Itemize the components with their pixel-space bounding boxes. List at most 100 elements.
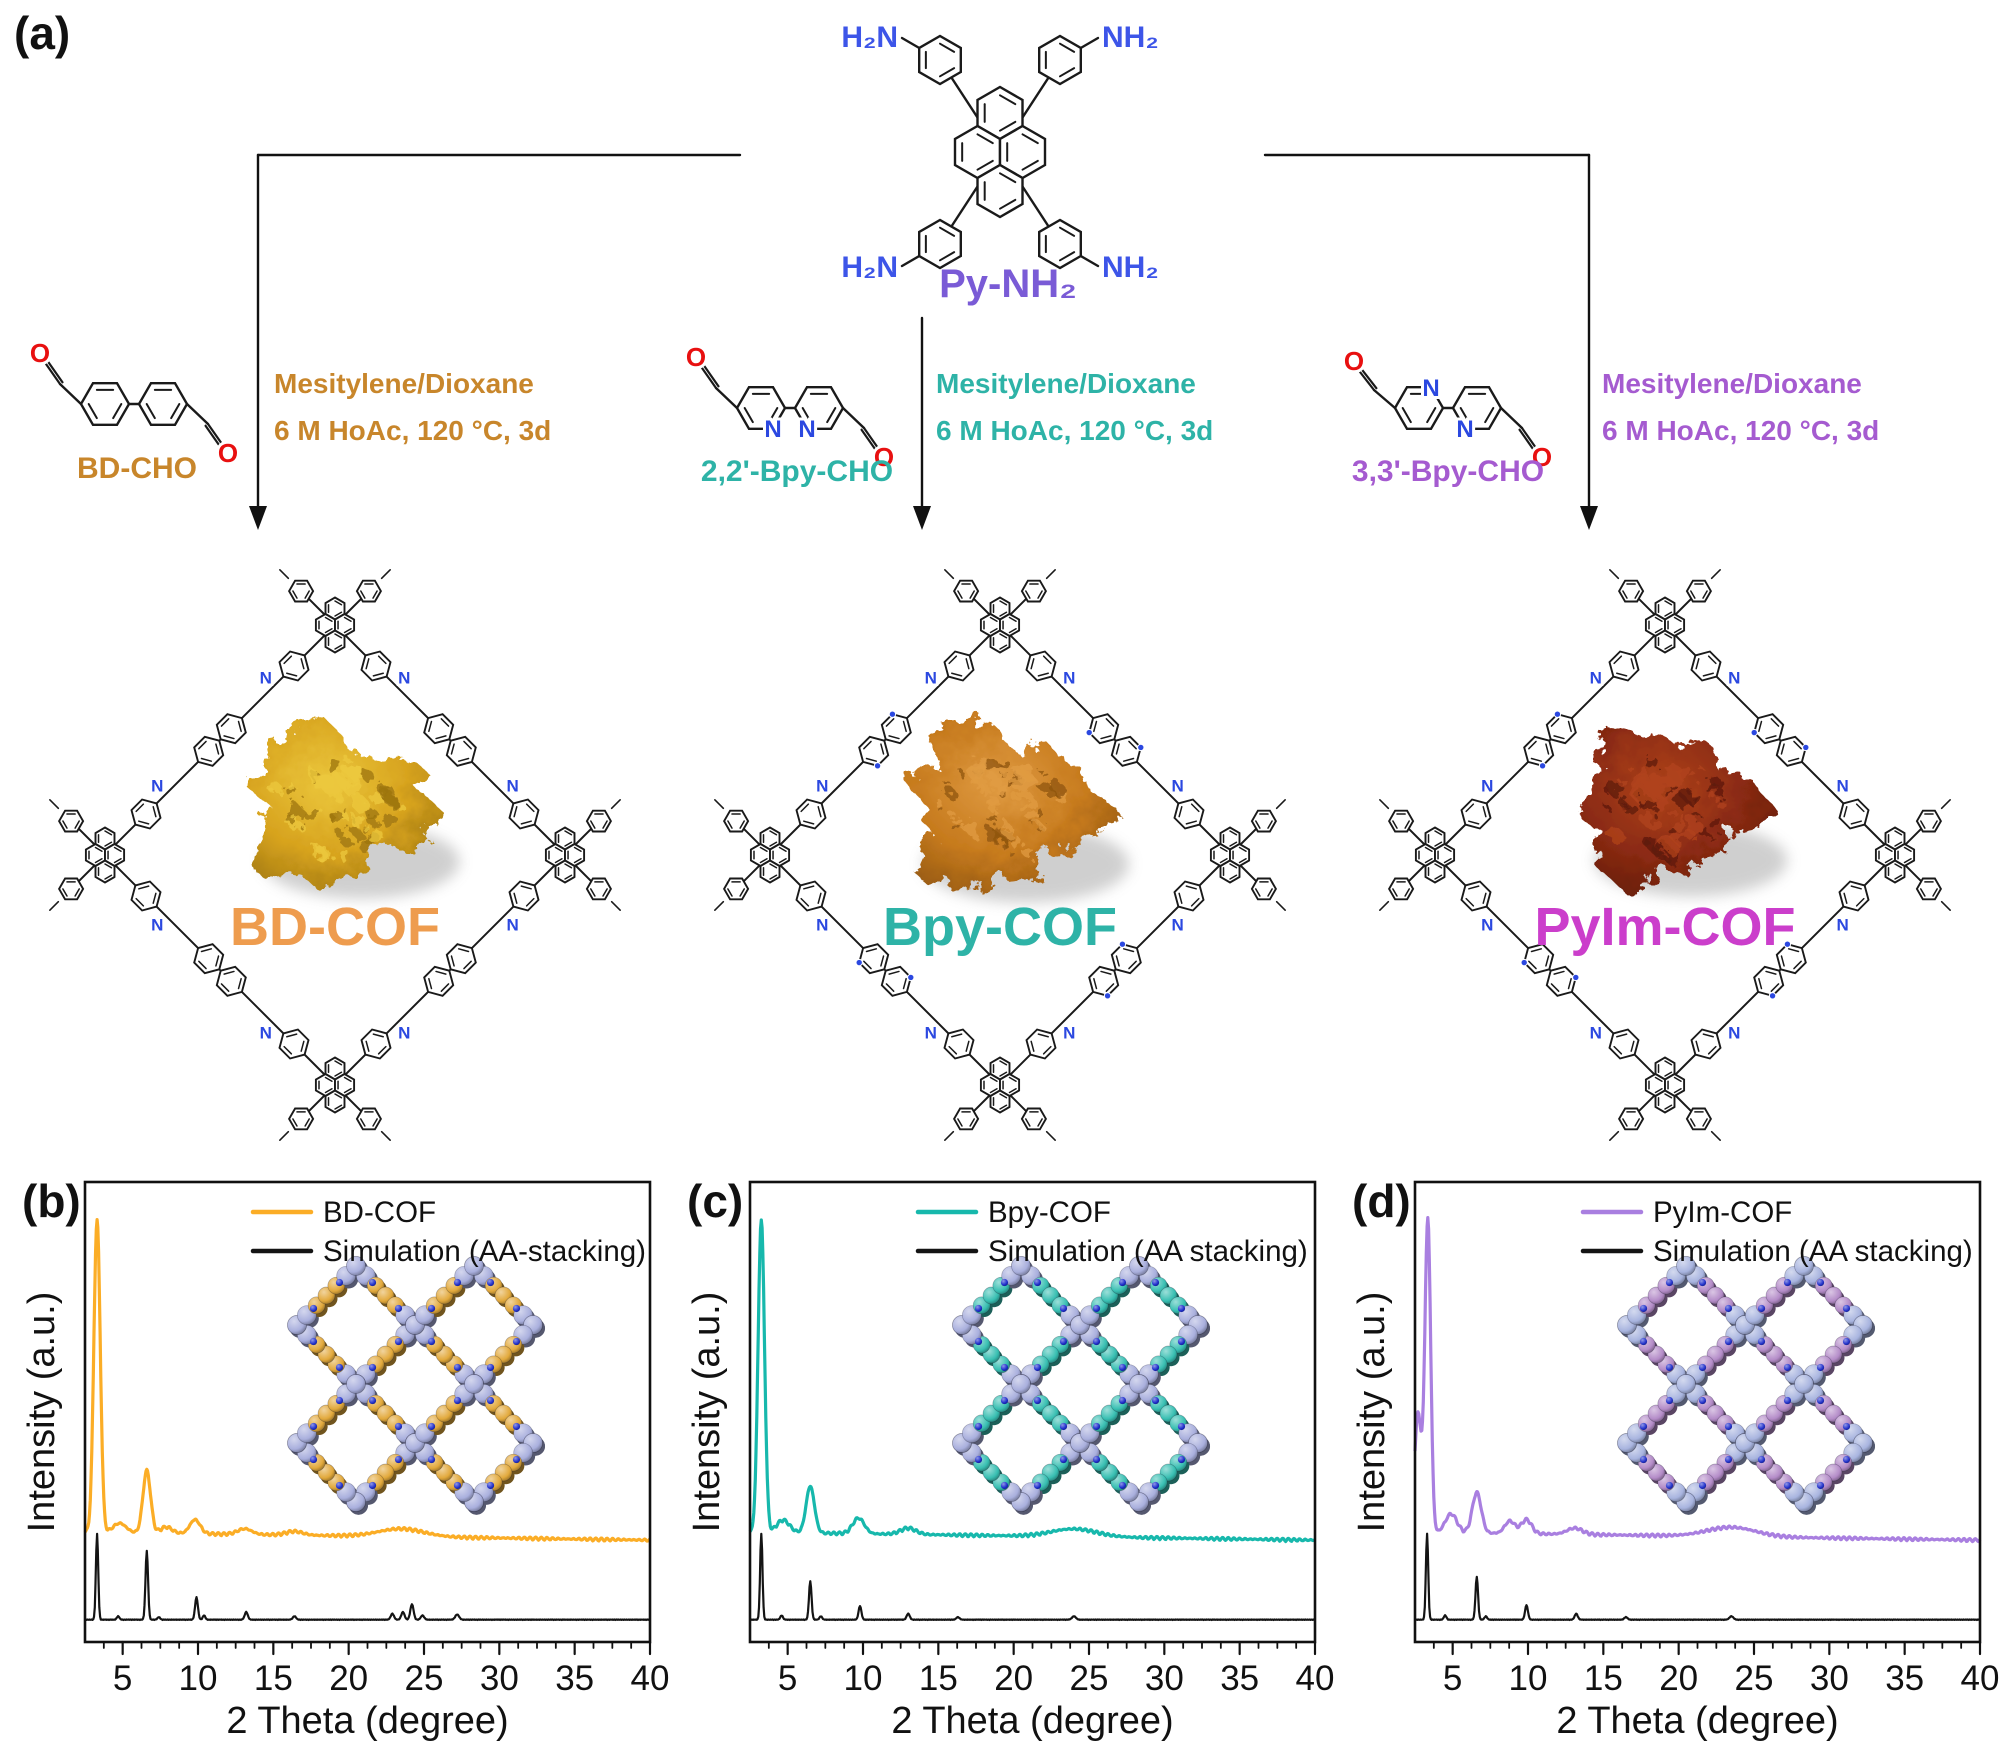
svg-text:20: 20 (329, 1659, 368, 1698)
svg-text:N: N (1063, 668, 1075, 687)
x-axis-title: 2 Theta (degree) (891, 1700, 1173, 1742)
y-axis-title: Intensity (a.u.) (21, 1292, 63, 1533)
svg-text:N: N (816, 915, 828, 934)
legend-label-experimental: PyIm-COF (1653, 1196, 1792, 1229)
xrd-panel-c: 5 10 15 20 25 30 35 40 2 Theta (degree) Intensity… (686, 1180, 1335, 1742)
powder-photo (909, 719, 1120, 889)
svg-text:O: O (874, 442, 894, 472)
svg-text:35: 35 (1885, 1659, 1924, 1698)
legend-label-experimental: Bpy-COF (988, 1196, 1111, 1229)
svg-text:N: N (1481, 915, 1493, 934)
svg-text:N: N (151, 915, 163, 934)
svg-text:20: 20 (1659, 1659, 1698, 1698)
svg-text:N: N (1063, 1024, 1075, 1043)
svg-text:N: N (1590, 668, 1602, 687)
svg-text:10: 10 (1509, 1659, 1548, 1698)
cof-framework-pyim: N N N N N N N N (1379, 569, 1951, 1141)
legend-label-experimental: BD-COF (323, 1196, 436, 1229)
svg-text:40: 40 (631, 1659, 670, 1698)
svg-text:N: N (1172, 915, 1184, 934)
arrow-down-icon (1580, 506, 1598, 530)
y-axis-title: Intensity (a.u.) (686, 1292, 728, 1533)
svg-text:N: N (398, 1024, 410, 1043)
xrd-curve-simulation (1414, 1532, 1981, 1622)
arrow-down-icon (913, 506, 931, 530)
svg-text:O: O (686, 342, 706, 372)
svg-text:N: N (1172, 777, 1184, 796)
inset-crystal-model (952, 1256, 1210, 1515)
svg-text:N: N (816, 777, 828, 796)
svg-text:30: 30 (480, 1659, 519, 1698)
svg-text:5: 5 (778, 1659, 797, 1698)
svg-text:N: N (260, 1024, 272, 1043)
xrd-curve-experimental (748, 1218, 1316, 1544)
inset-crystal-model (287, 1256, 545, 1515)
svg-text:N: N (1728, 668, 1740, 687)
svg-text:N: N (1837, 915, 1849, 934)
svg-text:N: N (925, 668, 937, 687)
scheme-connectors (249, 153, 1598, 530)
svg-text:N: N (507, 915, 519, 934)
svg-text:N: N (1728, 1024, 1740, 1043)
molecule-bd-cho: OO (27, 335, 241, 471)
svg-text:N: N (507, 777, 519, 796)
svg-text:30: 30 (1145, 1659, 1184, 1698)
svg-text:35: 35 (1220, 1659, 1259, 1698)
xrd-curve-experimental (1413, 1216, 1982, 1544)
svg-text:N: N (1481, 777, 1493, 796)
svg-text:40: 40 (1296, 1659, 1335, 1698)
molecule-33-bpy-cho: O O NN (1341, 343, 1555, 475)
svg-text:30: 30 (1810, 1659, 1849, 1698)
svg-text:N: N (260, 668, 272, 687)
molecule-22-bpy-cho: O O N N (683, 339, 897, 475)
svg-text:25: 25 (1735, 1659, 1774, 1698)
svg-text:25: 25 (1070, 1659, 1109, 1698)
x-axis-title: 2 Theta (degree) (226, 1700, 508, 1742)
inset-crystal-model (1617, 1256, 1875, 1515)
arrow-down-icon (249, 506, 267, 530)
cof-framework-bpy: N N N N N N N N (714, 569, 1286, 1141)
svg-text:N: N (1590, 1024, 1602, 1043)
molecule-py-nh2: H₂N NH₂ H₂N NH₂ (841, 21, 1158, 284)
svg-text:H₂N: H₂N (841, 21, 898, 54)
y-axis-title: Intensity (a.u.) (1351, 1292, 1393, 1533)
svg-text:O: O (30, 338, 50, 368)
legend-label-simulation: Simulation (AA stacking) (1653, 1235, 1973, 1268)
svg-text:O: O (1344, 346, 1364, 376)
legend-label-simulation: Simulation (AA-stacking) (323, 1235, 646, 1268)
powder-photo (245, 717, 441, 888)
svg-text:5: 5 (113, 1659, 132, 1698)
svg-text:N: N (151, 777, 163, 796)
xrd-curve-simulation (749, 1532, 1316, 1622)
svg-text:O: O (218, 438, 238, 468)
xrd-panel-d: 5 10 15 20 25 30 35 40 2 Theta (degree) Intensity… (1351, 1180, 2000, 1742)
cof-framework-bd: N N N N N N N N (49, 569, 621, 1141)
svg-text:25: 25 (405, 1659, 444, 1698)
svg-text:NH₂: NH₂ (1102, 21, 1159, 54)
xrd-curve-simulation (84, 1532, 651, 1622)
svg-text:N: N (398, 668, 410, 687)
x-axis-title: 2 Theta (degree) (1556, 1700, 1838, 1742)
svg-text:N: N (1837, 777, 1849, 796)
svg-text:35: 35 (555, 1659, 594, 1698)
svg-text:H₂N: H₂N (841, 251, 898, 284)
svg-text:20: 20 (994, 1659, 1033, 1698)
legend-label-simulation: Simulation (AA stacking) (988, 1235, 1308, 1268)
powder-photo (1580, 724, 1776, 893)
svg-text:5: 5 (1443, 1659, 1462, 1698)
svg-text:N: N (764, 416, 781, 443)
xrd-curve-experimental (83, 1218, 651, 1543)
svg-text:15: 15 (1584, 1659, 1623, 1698)
svg-text:15: 15 (254, 1659, 293, 1698)
svg-text:N: N (925, 1024, 937, 1043)
svg-text:40: 40 (1961, 1659, 2000, 1698)
svg-text:NH₂: NH₂ (1102, 251, 1159, 284)
svg-text:N: N (1422, 375, 1439, 402)
svg-text:10: 10 (179, 1659, 218, 1698)
svg-text:15: 15 (919, 1659, 958, 1698)
svg-text:10: 10 (844, 1659, 883, 1698)
xrd-panel-b: 5 10 15 20 25 30 35 40 2 Theta (degree) Intensity… (21, 1180, 670, 1742)
svg-text:N: N (798, 416, 815, 443)
